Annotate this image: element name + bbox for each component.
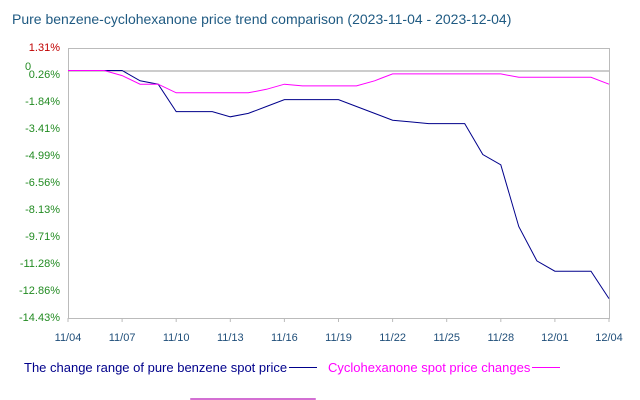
y-tick-label: -12.86% (19, 285, 60, 298)
x-tick-label: 11/04 (54, 332, 82, 344)
legend-benzene-swatch (289, 367, 318, 368)
legend-benzene-label: The change range of pure benzene spot pr… (24, 360, 288, 375)
y-tick-label: -3.41% (25, 122, 60, 135)
x-tick-label: 11/25 (433, 332, 461, 344)
x-tick-label: 11/16 (271, 332, 298, 344)
y-tick-label: -11.28% (19, 257, 60, 270)
chart-title: Pure benzene-cyclohexanone price trend c… (12, 11, 512, 27)
x-tick-label: 11/13 (216, 332, 244, 344)
x-tick-label: 11/22 (379, 332, 406, 344)
x-tick-label: 11/19 (325, 332, 352, 344)
y-zero-label: 0 (25, 61, 32, 74)
series-line-cyclohexanone (68, 70, 610, 94)
y-tick-label: -14.43% (19, 312, 60, 324)
x-tick-label: 11/28 (487, 332, 515, 344)
x-tick-label: 11/07 (108, 332, 136, 344)
legend-cyclohexanone-swatch (532, 367, 561, 368)
legend-cyclohexanone: Cyclohexanone spot price changes (328, 360, 561, 375)
y-tick-label: -4.99% (25, 150, 60, 163)
scroll-indicator (190, 398, 316, 400)
plot-frame (68, 48, 610, 319)
y-tick-label: -9.71% (25, 231, 60, 244)
legend-benzene: The change range of pure benzene spot pr… (24, 360, 318, 375)
y-tick-label: -8.13% (25, 203, 60, 216)
x-tick-label: 12/01 (541, 332, 569, 344)
y-tick-label: 0.26% (28, 68, 60, 81)
series-line-benzene (68, 70, 610, 299)
x-tick-label: 12/04 (595, 332, 623, 344)
y-tick-label: -1.84% (25, 96, 60, 109)
legend-cyclohexanone-label: Cyclohexanone spot price changes (328, 360, 531, 375)
x-tick-label: 11/10 (162, 332, 190, 344)
y-tick-label: 1.31% (28, 42, 60, 54)
y-tick-label: -6.56% (25, 177, 60, 189)
